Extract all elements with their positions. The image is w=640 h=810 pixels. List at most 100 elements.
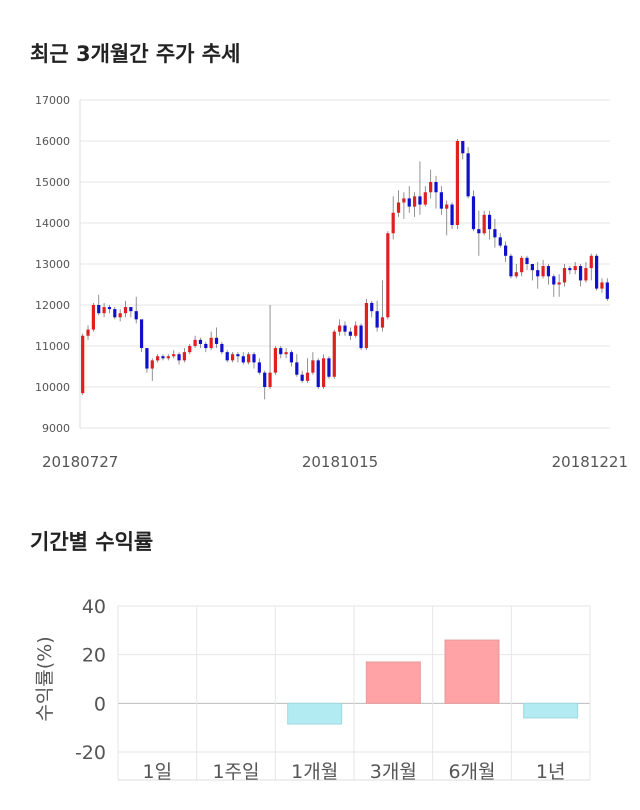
candle	[332, 331, 336, 377]
return-bar	[365, 661, 421, 704]
candle	[316, 360, 320, 387]
returns-chart-title: 기간별 수익률	[30, 530, 154, 554]
candle	[578, 266, 583, 281]
candle	[429, 182, 433, 193]
candle	[498, 237, 502, 246]
y-tick-label: 20	[82, 645, 106, 667]
candle	[354, 325, 358, 336]
candle	[418, 196, 422, 205]
candle	[391, 212, 395, 234]
candle	[289, 352, 294, 363]
candle	[327, 358, 331, 377]
candle	[91, 305, 95, 330]
candle	[220, 343, 224, 353]
y-axis-label: 수익률(%)	[34, 636, 56, 721]
price-chart-title: 최근 3개월간 주가 추세	[30, 42, 241, 66]
x-tick-label: 1일	[143, 761, 173, 783]
candle	[434, 182, 438, 193]
candle	[252, 354, 256, 363]
x-tick-label: 20180727	[42, 453, 118, 471]
candle	[509, 255, 513, 277]
candle	[177, 354, 181, 361]
candle	[268, 372, 272, 387]
candle	[257, 362, 261, 373]
candle	[338, 325, 342, 332]
candle	[123, 307, 128, 314]
x-tick-label: 20181015	[302, 453, 378, 471]
y-tick-label: 11000	[35, 340, 70, 353]
candle	[477, 229, 481, 234]
candle	[263, 372, 267, 387]
candle	[407, 198, 411, 207]
candle	[113, 309, 117, 318]
candle	[557, 282, 561, 285]
candle	[97, 305, 101, 314]
candle	[198, 339, 203, 344]
candle	[236, 354, 240, 357]
candle	[348, 331, 352, 336]
candle	[482, 214, 486, 234]
candle	[546, 266, 551, 277]
candle	[284, 352, 288, 355]
x-tick-label: 1년	[536, 761, 566, 783]
candle	[321, 358, 326, 387]
candle	[552, 276, 556, 285]
candle	[445, 204, 449, 209]
candle	[380, 317, 385, 328]
candle	[86, 329, 90, 336]
candle	[568, 268, 572, 271]
candle	[455, 141, 460, 226]
candle	[209, 337, 213, 349]
y-tick-label: 15000	[35, 176, 70, 189]
candle	[450, 204, 454, 226]
y-tick-label: -20	[75, 742, 106, 764]
candle	[584, 268, 588, 281]
candle	[129, 307, 133, 312]
y-tick-label: 12000	[35, 299, 70, 312]
candle	[412, 196, 417, 207]
candle	[150, 360, 154, 369]
return-bar	[287, 702, 343, 725]
candle	[107, 307, 112, 310]
candle	[466, 153, 470, 197]
candle	[493, 229, 497, 238]
y-tick-label: 9000	[42, 422, 70, 435]
candle	[530, 264, 534, 271]
candle	[247, 354, 251, 363]
candle	[600, 282, 604, 289]
candle	[520, 257, 524, 273]
x-tick-label: 6개월	[448, 761, 495, 783]
y-tick-label: 17000	[35, 94, 70, 107]
candle	[595, 255, 599, 289]
candle	[471, 196, 476, 230]
candle	[230, 354, 235, 361]
candle	[300, 374, 304, 381]
y-tick-label: 40	[82, 596, 106, 618]
y-tick-label: 16000	[35, 135, 70, 148]
candle	[134, 311, 138, 320]
candle	[525, 257, 529, 264]
candle	[439, 192, 443, 209]
candle	[402, 198, 406, 203]
candle	[273, 348, 278, 373]
candle	[605, 282, 609, 299]
candle	[81, 335, 85, 394]
candle	[214, 337, 219, 344]
x-tick-label: 1개월	[291, 761, 338, 783]
candle	[172, 354, 176, 357]
candle	[370, 302, 374, 312]
candle	[536, 270, 540, 277]
candle	[295, 362, 299, 375]
y-tick-label: 10000	[35, 381, 70, 394]
candle	[156, 356, 160, 361]
y-tick-label: 0	[94, 693, 106, 715]
x-tick-label: 3개월	[370, 761, 417, 783]
candle	[364, 302, 369, 349]
candle	[359, 325, 363, 349]
return-bar	[444, 639, 500, 704]
x-tick-label: 20181221	[552, 453, 628, 471]
return-bar	[523, 702, 579, 719]
candle	[102, 307, 106, 314]
candle	[541, 266, 545, 277]
candle	[139, 319, 144, 349]
